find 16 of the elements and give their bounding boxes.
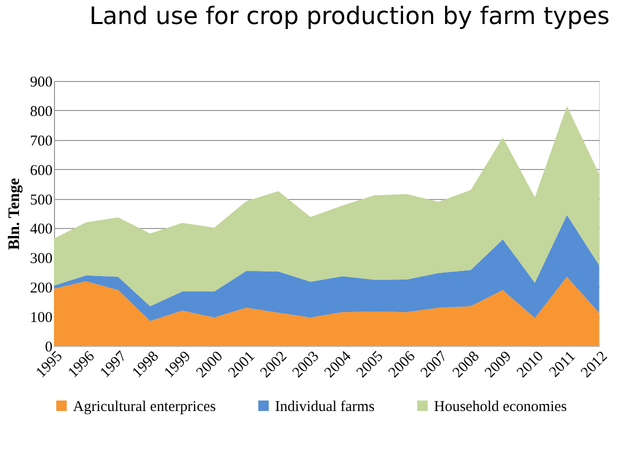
- y-tick-label: 500: [30, 192, 52, 208]
- y-tick-label: 0: [45, 340, 52, 356]
- y-tick-label: 900: [30, 74, 52, 90]
- y-tick-label: 400: [30, 222, 52, 238]
- x-tick-label: 2011: [546, 348, 579, 381]
- chart-title: Land use for crop production by farm types: [89, 2, 610, 30]
- y-axis-title: Bln. Tenge: [6, 178, 23, 250]
- y-tick-label: 600: [30, 162, 52, 179]
- legend-label: Agricultural enterprices: [73, 398, 216, 415]
- y-tick-label: 700: [30, 133, 52, 150]
- y-tick-label: 300: [30, 251, 52, 268]
- y-tick-label: 800: [30, 104, 52, 120]
- legend-label: Household economies: [434, 398, 568, 415]
- legend-label: Individual farms: [275, 398, 375, 415]
- y-tick-label: 100: [30, 310, 52, 326]
- y-tick-label: 200: [30, 280, 52, 297]
